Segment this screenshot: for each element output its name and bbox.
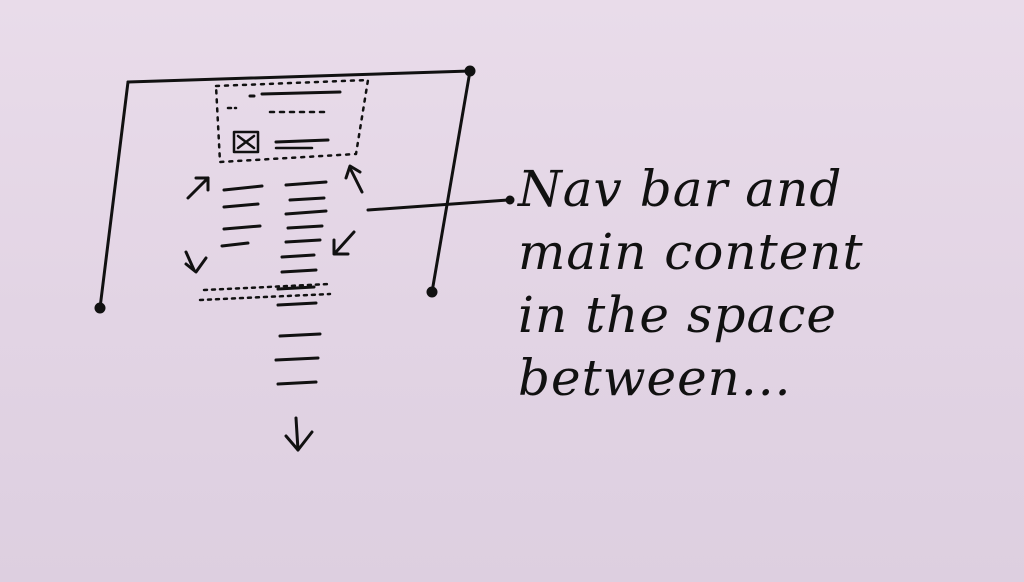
arrow-down-right-icon xyxy=(332,230,356,256)
annotation-line: in the space xyxy=(518,286,837,344)
annotation-line: Nav bar and xyxy=(518,160,843,218)
content-lines-left xyxy=(220,184,264,248)
annotation-line: main content xyxy=(518,223,864,281)
annotation-line: between... xyxy=(518,349,792,407)
bottom-boundary xyxy=(198,282,332,302)
arrow-down-left-icon xyxy=(184,250,208,274)
annotation-pointer xyxy=(366,195,515,212)
arrow-up-right-icon xyxy=(344,164,364,194)
arrow-up-left-icon xyxy=(186,176,210,200)
overflow-content-lines xyxy=(274,285,322,386)
nav-bar-block xyxy=(214,78,370,164)
annotation-text: Nav bar and main content in the space be… xyxy=(518,158,1008,410)
content-lines-center xyxy=(280,180,328,274)
arrow-down-icon xyxy=(284,416,314,452)
device-frame xyxy=(94,65,476,314)
crossed-box-icon xyxy=(232,130,260,154)
